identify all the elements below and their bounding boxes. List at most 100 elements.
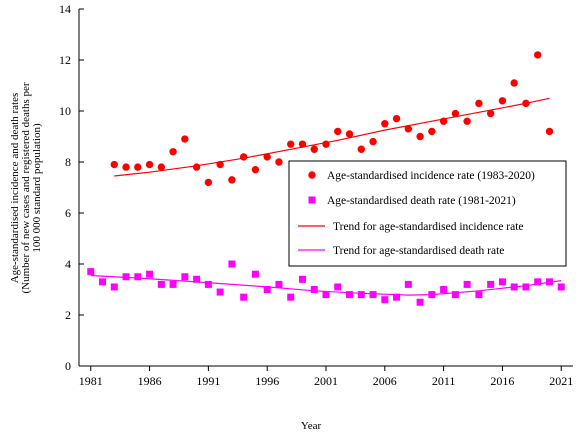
death-point bbox=[428, 291, 436, 299]
incidence-point bbox=[545, 127, 554, 136]
y-tick-label: 8 bbox=[65, 155, 71, 169]
incidence-point bbox=[157, 163, 166, 171]
death-point bbox=[510, 283, 518, 291]
incidence-point bbox=[110, 160, 118, 169]
death-point bbox=[216, 288, 224, 296]
death-point bbox=[334, 283, 342, 291]
incidence-point bbox=[428, 127, 436, 136]
incidence-point bbox=[122, 163, 130, 171]
death-point bbox=[122, 273, 130, 281]
incidence-point bbox=[239, 153, 248, 161]
incidence-point bbox=[181, 135, 189, 143]
legend-box bbox=[288, 160, 567, 267]
legend-label-incidence-trend: Trend for age-standardised incidence rat… bbox=[333, 221, 524, 233]
y-tick-label: 6 bbox=[65, 206, 71, 220]
legend-marker-death bbox=[308, 196, 316, 204]
incidence-point bbox=[228, 176, 236, 184]
death-point bbox=[463, 280, 471, 288]
death-point bbox=[440, 286, 448, 293]
y-tick-label: 0 bbox=[65, 359, 71, 373]
incidence-point bbox=[134, 163, 142, 171]
y-axis-title-line-3: 100 000 standard population) bbox=[31, 123, 43, 253]
x-axis-title: Year bbox=[301, 420, 322, 432]
incidence-point bbox=[463, 117, 471, 125]
incidence-point bbox=[404, 125, 413, 133]
incidence-point bbox=[486, 109, 495, 118]
incidence-point bbox=[498, 97, 507, 105]
death-point bbox=[393, 293, 401, 301]
death-point bbox=[99, 278, 107, 286]
death-point bbox=[357, 291, 365, 299]
incidence-point bbox=[334, 127, 342, 136]
death-point bbox=[181, 273, 189, 281]
death-point bbox=[228, 260, 236, 268]
incidence-point bbox=[204, 178, 213, 187]
death-point bbox=[146, 270, 154, 278]
death-point bbox=[322, 291, 330, 299]
incidence-point bbox=[510, 79, 518, 87]
incidence-point bbox=[298, 140, 307, 148]
death-point bbox=[157, 280, 165, 288]
y-ticks: 0 2 4 6 8 10 12 14 bbox=[59, 2, 84, 373]
incidence-point bbox=[287, 140, 295, 148]
death-point bbox=[557, 283, 565, 291]
y-axis-title-line-1: Age-standardised incidence and death rat… bbox=[9, 93, 21, 284]
incidence-point bbox=[534, 51, 542, 59]
death-point bbox=[110, 283, 118, 291]
death-point bbox=[545, 278, 553, 286]
incidence-point bbox=[275, 158, 283, 166]
death-point bbox=[87, 268, 95, 276]
death-point bbox=[416, 298, 424, 306]
death-point bbox=[369, 291, 377, 299]
death-point bbox=[275, 280, 283, 288]
incidence-point bbox=[169, 148, 177, 156]
death-point bbox=[498, 278, 506, 286]
x-tick-label: 1981 bbox=[79, 374, 103, 388]
death-point bbox=[240, 293, 248, 301]
incidence-point bbox=[322, 140, 330, 148]
y-tick-label: 10 bbox=[59, 104, 71, 118]
death-point bbox=[134, 273, 142, 281]
y-tick-label: 14 bbox=[59, 2, 71, 16]
x-ticks: 1981 1986 1991 1996 2001 2006 2011 2016 2021 bbox=[79, 366, 573, 388]
legend-label-death: Age-standardised death rate (1981-2021) bbox=[327, 195, 516, 207]
x-tick-label: 1986 bbox=[138, 374, 162, 388]
plot-area bbox=[87, 51, 565, 306]
death-point bbox=[487, 280, 495, 288]
death-point bbox=[204, 280, 212, 288]
legend-marker-incidence bbox=[308, 171, 316, 179]
legend-label-death-trend: Trend for age-standardised death rate bbox=[333, 245, 504, 257]
y-axis-title-line-2: (Number of new cases and registered deat… bbox=[20, 82, 32, 293]
y-axis-title: Age-standardised incidence and death rat… bbox=[9, 82, 43, 293]
x-tick-label: 2016 bbox=[490, 374, 514, 388]
legend: Age-standardised incidence rate (1983-20… bbox=[288, 160, 567, 267]
death-point bbox=[263, 286, 271, 293]
incidence-point bbox=[357, 145, 365, 153]
death-point bbox=[381, 296, 389, 304]
death-point bbox=[475, 291, 483, 299]
death-point bbox=[451, 291, 459, 299]
incidence-point bbox=[145, 160, 154, 169]
death-point bbox=[346, 291, 354, 299]
legend-label-incidence: Age-standardised incidence rate (1983-20… bbox=[327, 170, 535, 182]
death-point bbox=[193, 275, 201, 283]
x-tick-label: 1996 bbox=[255, 374, 279, 388]
trend-line-3 bbox=[90, 274, 562, 296]
incidence-point bbox=[392, 114, 401, 123]
death-point bbox=[169, 280, 177, 288]
x-tick-label: 2011 bbox=[432, 374, 456, 388]
death-point bbox=[251, 270, 259, 278]
x-tick-label: 2021 bbox=[549, 374, 573, 388]
death-point bbox=[522, 283, 530, 291]
incidence-point bbox=[369, 137, 377, 146]
incidence-point bbox=[263, 153, 271, 161]
incidence-point bbox=[251, 165, 260, 174]
death-point bbox=[298, 275, 306, 283]
y-tick-label: 2 bbox=[65, 308, 71, 322]
incidence-point bbox=[381, 120, 389, 128]
death-point bbox=[404, 280, 412, 288]
incidence-point bbox=[439, 117, 448, 125]
trend-line-2 bbox=[114, 97, 550, 177]
y-tick-label: 4 bbox=[65, 257, 71, 271]
